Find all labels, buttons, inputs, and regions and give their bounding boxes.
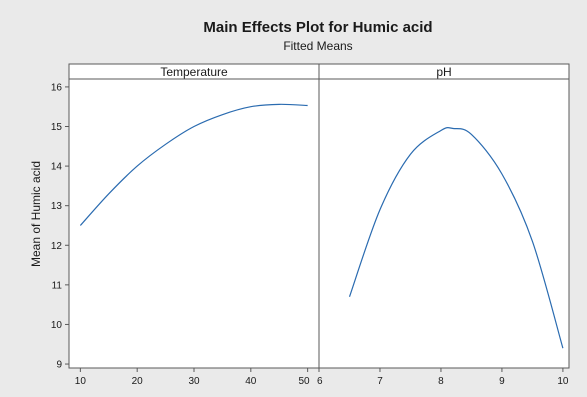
fitted-mean-line-temperature: [79, 103, 308, 226]
y-tick-label: 14: [51, 162, 63, 173]
x-tick-label: 20: [132, 376, 144, 387]
x-tick-label: 8: [438, 376, 444, 387]
y-tick-label: 16: [51, 82, 63, 93]
panel-label-temperature: Temperature: [160, 65, 228, 79]
panel-label-ph: pH: [436, 65, 451, 79]
y-tick-label: 15: [51, 122, 63, 133]
x-tick-label: 7: [377, 376, 383, 387]
x-tick-label: 30: [188, 376, 200, 387]
plot-area: 9 10 11 12 13 14 15 16 Temperature 10 20 30 40 50 pH 6 7…: [51, 63, 570, 387]
y-tick-label: 9: [56, 360, 62, 371]
x-tick-label: 10: [75, 376, 87, 387]
x-tick-label: 10: [557, 376, 569, 387]
y-tick-label: 12: [51, 241, 63, 252]
chart-subtitle: Fitted Means: [283, 39, 352, 53]
y-tick-label: 13: [51, 201, 63, 212]
x-tick-label: 9: [499, 376, 505, 387]
x-tick-label: 50: [299, 376, 311, 387]
y-axis-label: Mean of Humic acid: [29, 161, 43, 267]
x-tick-label: 40: [245, 376, 257, 387]
y-tick-label: 10: [51, 320, 63, 331]
fitted-mean-line-ph: [348, 127, 564, 349]
chart-title: Main Effects Plot for Humic acid: [203, 19, 432, 36]
x-tick-label: 6: [317, 376, 323, 387]
y-tick-label: 11: [52, 280, 63, 291]
